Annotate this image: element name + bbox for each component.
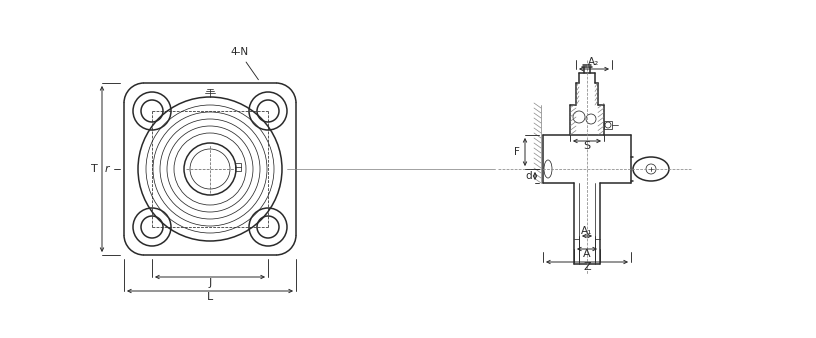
Text: r: r xyxy=(104,164,109,174)
Text: A₂: A₂ xyxy=(588,57,600,67)
Text: J: J xyxy=(208,278,211,288)
Text: L: L xyxy=(207,292,213,302)
Text: F: F xyxy=(514,147,520,157)
Text: S: S xyxy=(583,141,591,151)
Text: Z: Z xyxy=(583,262,591,272)
Text: T: T xyxy=(91,164,97,174)
Bar xyxy=(235,163,241,171)
Text: A₁: A₁ xyxy=(581,226,592,236)
Text: A: A xyxy=(583,249,591,259)
Text: 4-N: 4-N xyxy=(230,47,259,80)
Text: d: d xyxy=(526,171,532,181)
Bar xyxy=(604,121,612,129)
